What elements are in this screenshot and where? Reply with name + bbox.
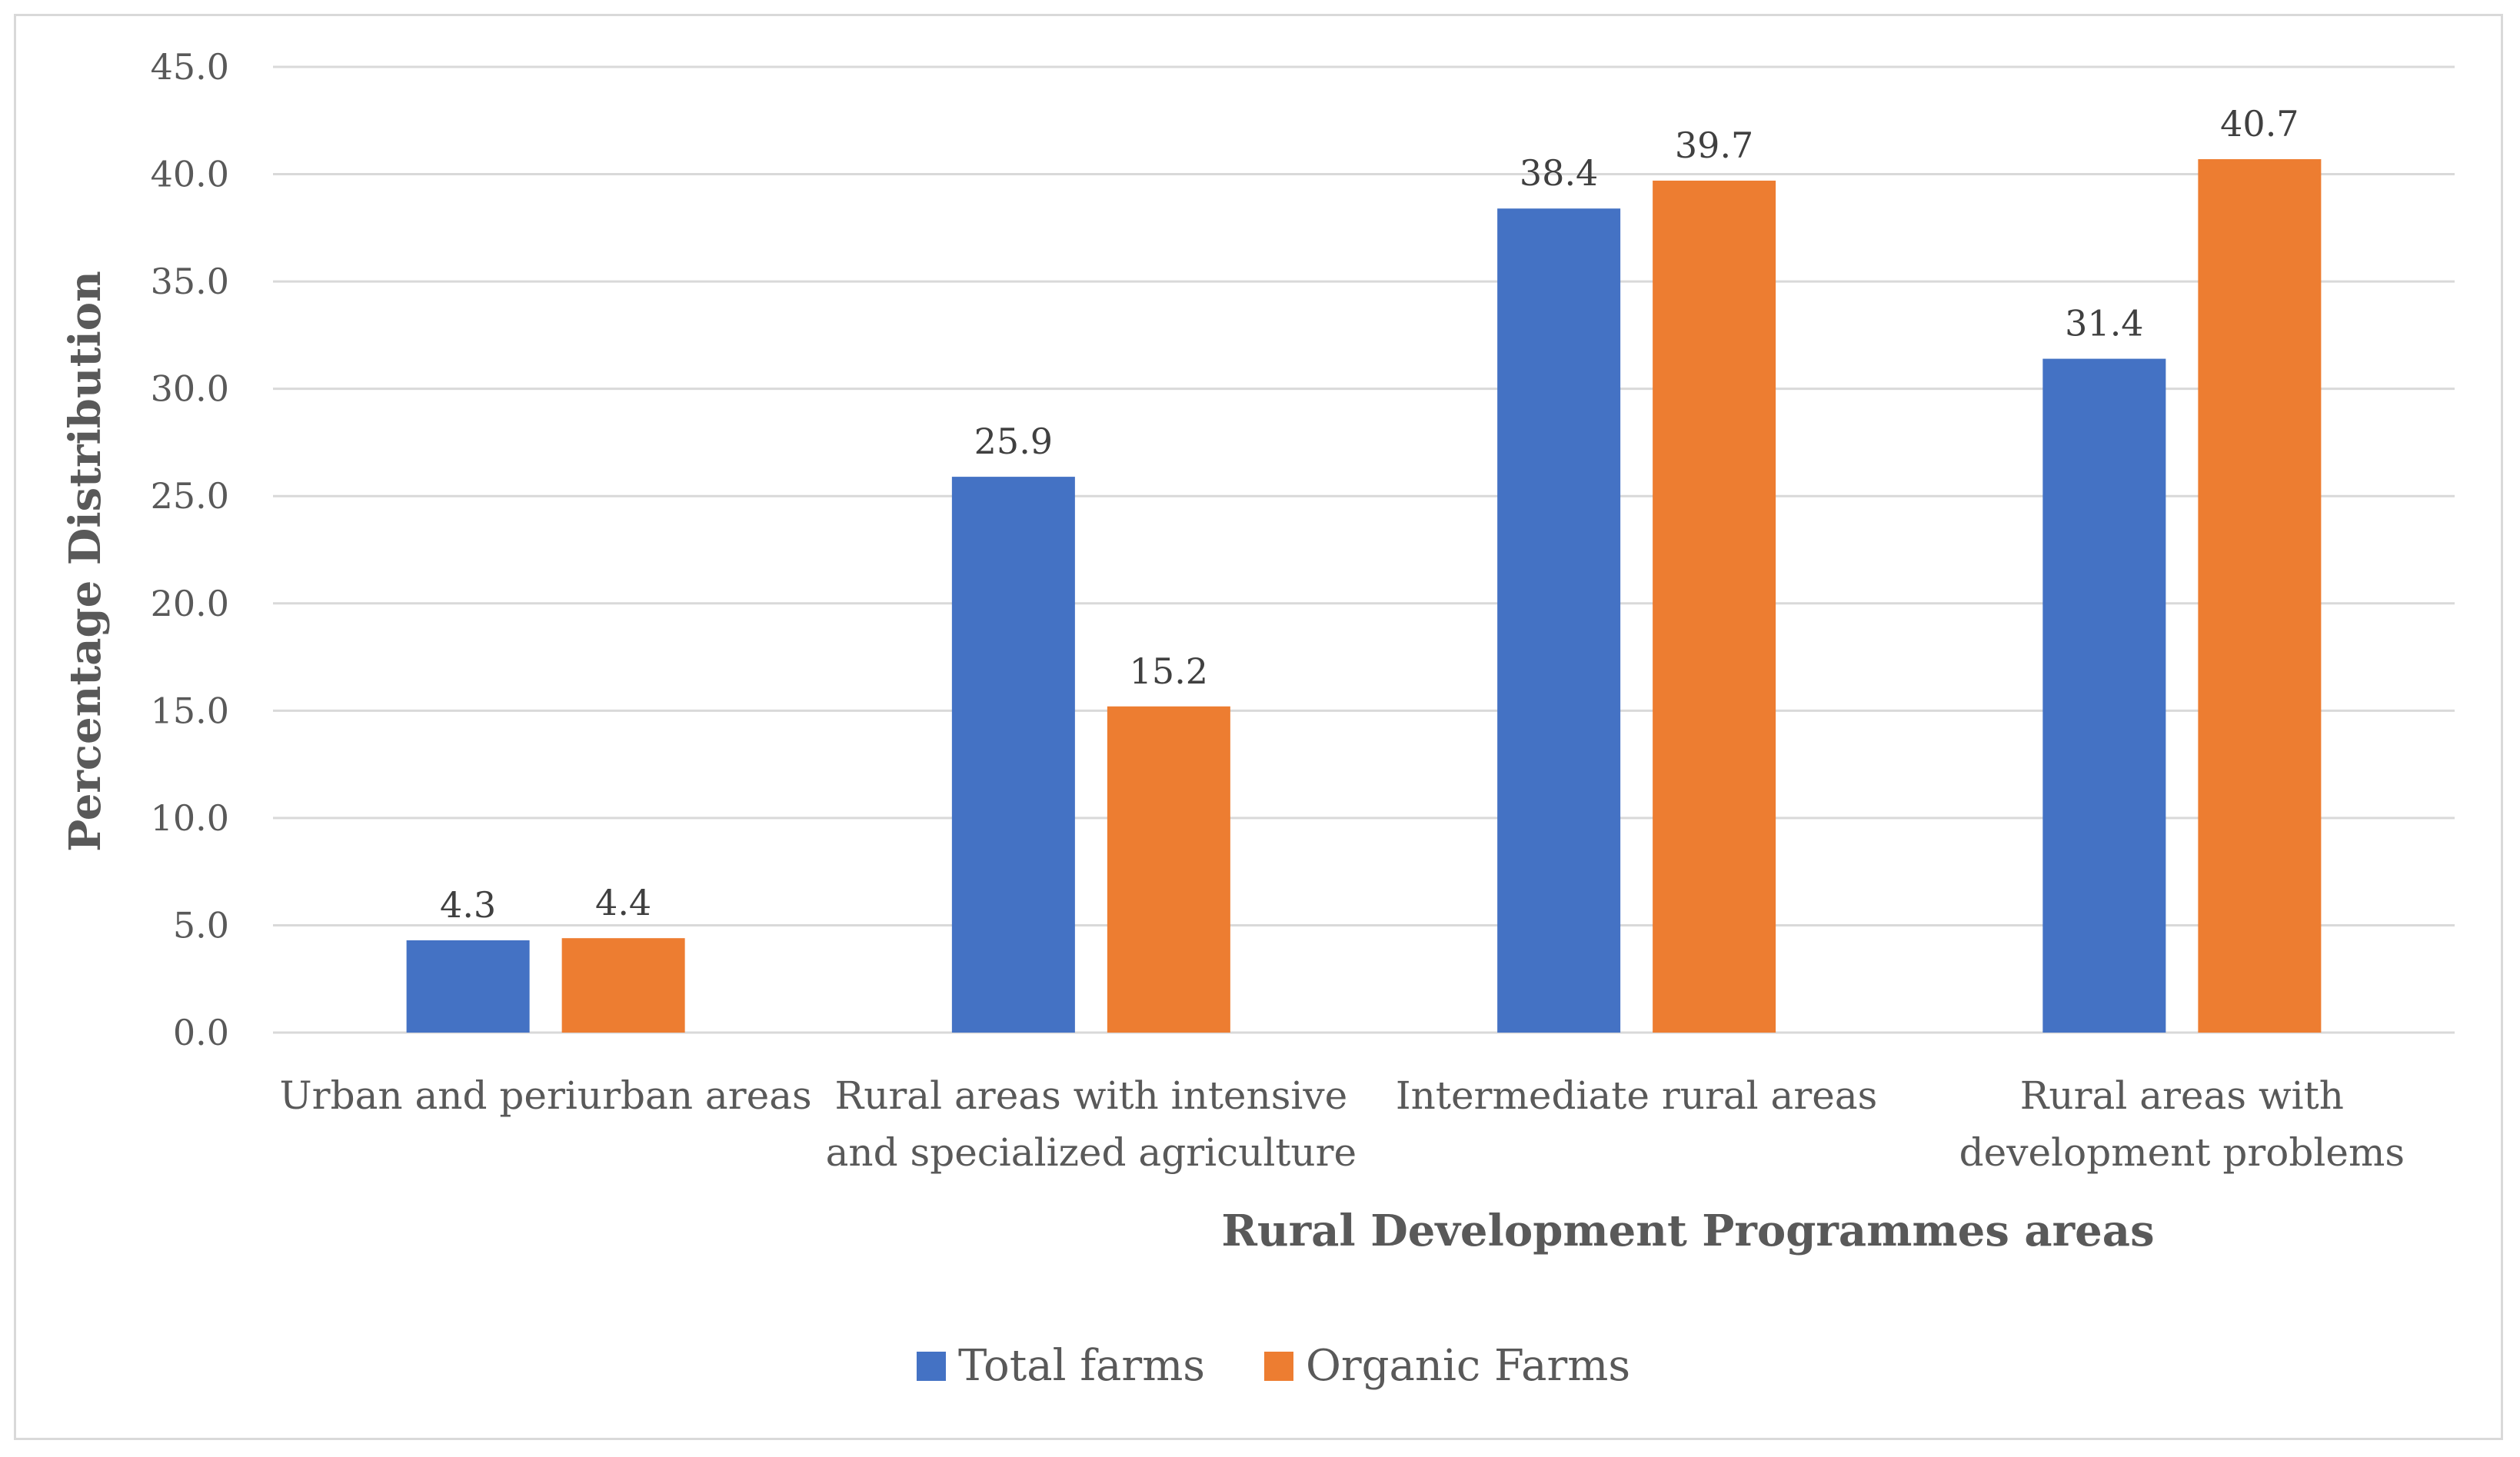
legend-swatch-total-farms (917, 1352, 946, 1381)
bar-total-farms (951, 477, 1075, 1033)
bar-organic-farms (561, 938, 685, 1033)
y-tick-label: 25.0 (151, 475, 229, 517)
x-category-label: and specialized agriculture (826, 1130, 1357, 1175)
legend: Total farms Organic Farms (917, 1341, 1630, 1391)
data-label: 4.3 (440, 884, 496, 926)
bar-organic-farms (2198, 159, 2322, 1033)
y-tick-label: 35.0 (151, 261, 229, 302)
y-tick-label: 45.0 (151, 46, 229, 88)
legend-label-organic-farms: Organic Farms (1306, 1341, 1630, 1391)
data-label: 39.7 (1675, 125, 1753, 166)
legend-label-total-farms: Total farms (958, 1341, 1205, 1391)
y-tick-label: 15.0 (151, 690, 229, 731)
y-axis-ticks: 0.0 5.0 10.0 15.0 20.0 25.0 30.0 35.0 40.0 45.0 (151, 46, 229, 1053)
legend-swatch-organic-farms (1264, 1352, 1293, 1381)
x-category-label: Urban and periurban areas (280, 1073, 812, 1118)
x-axis-title: Rural Development Programmes areas (1221, 1206, 2154, 1256)
bar-total-farms (406, 940, 530, 1033)
x-axis-categories: Urban and periurban areas Rural areas wit… (280, 1073, 2405, 1175)
y-tick-label: 30.0 (151, 368, 229, 410)
data-label: 25.9 (974, 421, 1053, 462)
data-label: 31.4 (2065, 303, 2143, 344)
x-category-label: Rural areas with (2020, 1073, 2344, 1118)
y-tick-label: 20.0 (151, 583, 229, 624)
y-tick-label: 40.0 (151, 154, 229, 195)
data-label: 4.4 (595, 882, 651, 923)
bar-total-farms (2042, 358, 2166, 1033)
x-category-label: development problems (1959, 1130, 2405, 1175)
bar-total-farms (1497, 208, 1621, 1033)
data-label: 38.4 (1520, 152, 1598, 194)
y-tick-label: 0.0 (173, 1012, 229, 1053)
bars (406, 159, 2322, 1033)
y-tick-label: 10.0 (151, 797, 229, 839)
data-label: 15.2 (1130, 650, 1208, 692)
data-label: 40.7 (2220, 103, 2299, 145)
y-tick-label: 5.0 (173, 904, 229, 946)
x-category-label: Rural areas with intensive (835, 1073, 1348, 1118)
data-labels: 4.3 4.4 25.9 15.2 38.4 39.7 31.4 40.7 (440, 103, 2299, 926)
bar-organic-farms (1107, 706, 1230, 1033)
y-axis-title: Percentage Distribution (60, 271, 111, 852)
x-category-label: Intermediate rural areas (1396, 1073, 1877, 1118)
bar-organic-farms (1653, 180, 1776, 1033)
